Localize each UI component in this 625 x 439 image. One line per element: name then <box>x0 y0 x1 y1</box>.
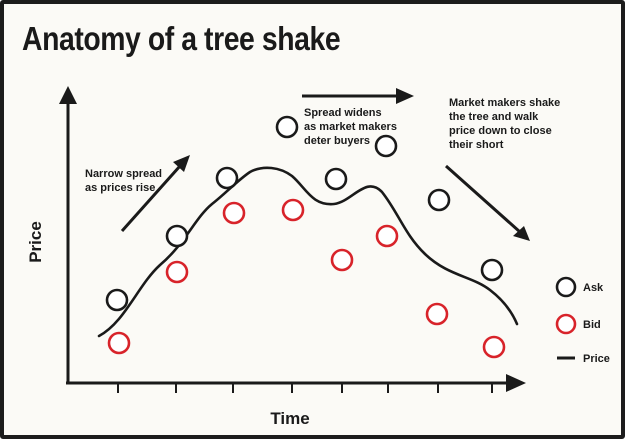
ask-circle <box>480 258 504 282</box>
spread-widens-arrowhead <box>396 88 414 104</box>
note-line: Spread widens <box>304 107 382 119</box>
legend-bid-marker <box>555 313 577 335</box>
bid-circle <box>281 198 305 222</box>
note-line: as market makers <box>304 121 397 133</box>
ask-circle <box>215 166 239 190</box>
note-line: deter buyers <box>304 135 370 147</box>
ask-circle <box>427 188 451 212</box>
bid-circle <box>165 260 189 284</box>
narrow-spread-arrowhead <box>173 155 190 172</box>
shake-arrow <box>445 164 521 234</box>
y-axis-arrowhead <box>59 86 77 104</box>
note-line: the tree and walk <box>449 111 539 123</box>
y-axis-title: Price <box>26 221 45 263</box>
note-line: as prices rise <box>85 182 155 194</box>
diagram-title: Anatomy of a tree shake <box>22 20 341 57</box>
legend-bid-label: Bid <box>583 319 601 331</box>
price-line <box>97 166 519 338</box>
x-axis-title: Time <box>270 409 309 428</box>
bid-circle <box>330 248 354 272</box>
ask-circle <box>275 115 299 139</box>
market-makers-note: Market makers shake the tree and walk pr… <box>449 97 563 151</box>
ask-markers <box>105 115 504 312</box>
annotation-arrows <box>120 88 530 241</box>
ask-circle <box>165 224 189 248</box>
legend: Ask Bid Price <box>555 276 610 365</box>
legend-ask-label: Ask <box>583 282 604 294</box>
note-line: price down to close <box>449 125 552 137</box>
bid-circle <box>222 201 246 225</box>
bid-circle <box>425 302 449 326</box>
spread-widens-note: Spread widens as market makers deter buy… <box>304 107 400 147</box>
ask-circle <box>324 167 348 191</box>
shake-arrowhead <box>513 226 530 241</box>
ask-circle <box>374 134 398 158</box>
axes <box>59 86 526 392</box>
legend-price-label: Price <box>583 353 610 365</box>
x-axis-ticks <box>117 383 493 393</box>
note-line: Narrow spread <box>85 168 162 180</box>
note-line: their short <box>449 139 504 151</box>
bid-circle <box>375 224 399 248</box>
bid-circle <box>107 331 131 355</box>
bid-markers <box>107 198 506 359</box>
bid-circle <box>482 335 506 359</box>
narrow-spread-arrow <box>120 165 182 232</box>
ask-circle <box>105 288 129 312</box>
note-line: Market makers shake <box>449 97 560 109</box>
narrow-spread-note: Narrow spread as prices rise <box>85 168 165 194</box>
x-axis-arrowhead <box>506 374 526 392</box>
legend-ask-marker <box>555 276 577 298</box>
